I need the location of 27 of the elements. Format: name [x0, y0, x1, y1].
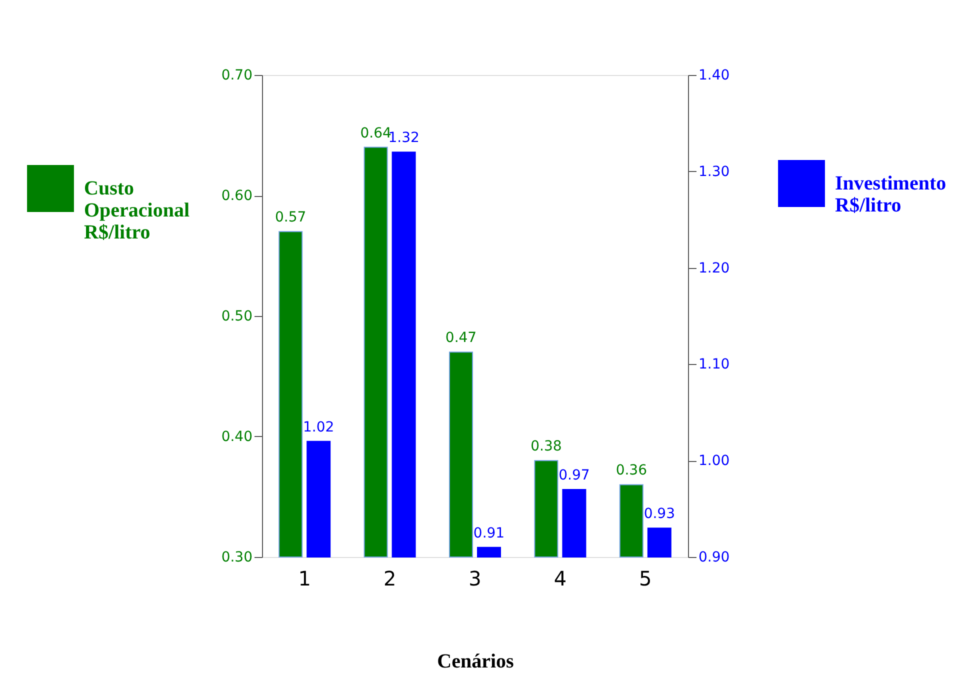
x-tick-label: 2 [383, 566, 396, 590]
y-tick-label: 0.30 [221, 550, 252, 566]
x-axis-title: Cenários [437, 650, 514, 672]
x-tick-label: 5 [639, 566, 652, 590]
y2-tick-label: 1.10 [698, 356, 730, 373]
x-tick-label: 4 [554, 566, 567, 590]
data-label: 0.93 [644, 506, 675, 522]
y2-tick-label: 1.30 [698, 164, 730, 180]
legend-label: Custo Operacional R$/litro [84, 178, 190, 244]
y2-tick-label: 1.40 [698, 68, 730, 84]
y2-tick-label: 1.00 [698, 453, 730, 470]
data-label: 0.97 [558, 468, 590, 484]
y-tick-label: 0.60 [221, 188, 252, 204]
y-tick-label: 0.40 [221, 429, 252, 445]
data-label: 1.02 [303, 419, 334, 436]
data-label: 0.38 [530, 438, 562, 455]
y-tick-label: 0.50 [221, 308, 252, 324]
data-label: 0.57 [275, 210, 306, 226]
data-label: 0.36 [616, 462, 648, 479]
x-tick-label: 1 [298, 566, 311, 590]
y-tick-label: 0.70 [221, 68, 252, 84]
legend-label: Investimento R$/litro [835, 172, 946, 216]
data-label: 0.91 [473, 525, 505, 542]
y2-tick-label: 0.90 [698, 550, 730, 566]
x-tick-label: 3 [468, 566, 482, 590]
data-label: 0.47 [445, 330, 477, 346]
y2-tick-label: 1.20 [698, 260, 730, 276]
